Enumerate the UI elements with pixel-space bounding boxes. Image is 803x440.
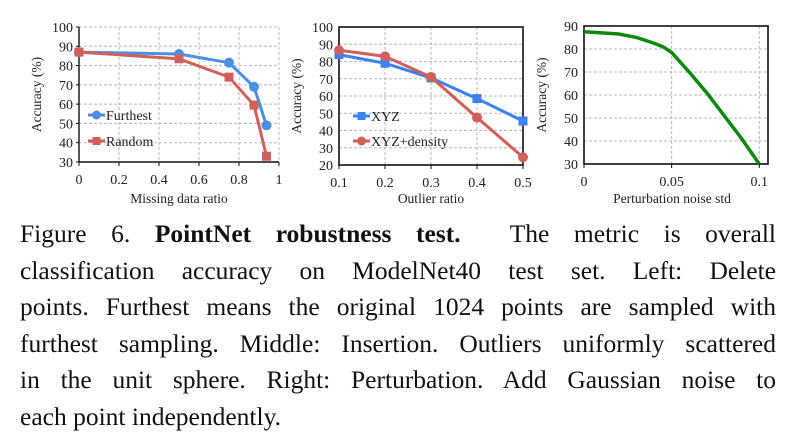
x-tick-label: 0.8 (230, 173, 248, 188)
y-tick-label: 60 (564, 89, 578, 104)
caption-line-4: furthest sampling. Middle: Insertion. Ou… (20, 328, 776, 358)
legend-label: XYZ (371, 110, 400, 125)
y-tick-label: 80 (59, 60, 73, 75)
y-tick-label: 40 (59, 137, 73, 152)
x-axis-label: Outlier ratio (398, 191, 465, 206)
y-tick-label: 40 (564, 135, 578, 150)
data-point (380, 58, 390, 68)
y-tick-label: 50 (59, 117, 73, 132)
data-point (74, 47, 84, 57)
y-tick-label: 90 (564, 20, 578, 35)
data-point (518, 152, 528, 163)
caption-line-3: points. Furthest means the original 1024… (20, 292, 776, 321)
data-point (174, 54, 184, 64)
data-point (472, 112, 482, 123)
x-tick-label: 0.2 (110, 173, 128, 188)
y-axis-label: Accuracy (%) (289, 58, 304, 133)
y-tick-label: 80 (564, 43, 578, 58)
chart-panel-3: 30 40 50 60 70 80 90 0 0.05 0.1 Perturbation noise… (534, 20, 769, 206)
data-point (426, 72, 436, 83)
x-tick-label: 0.2 (376, 176, 394, 191)
x-tick-label: 0.4 (150, 173, 168, 188)
x-tick-label: 0.5 (514, 176, 532, 191)
figure-label: Figure 6. (20, 219, 131, 248)
y-tick-label: 30 (564, 158, 578, 173)
caption-text-0: The metric is overall (509, 219, 776, 248)
y-tick-label: 70 (59, 79, 73, 94)
x-axis-label: Perturbation noise std (613, 191, 731, 206)
x-tick-label: 0.4 (468, 176, 486, 191)
y-tick-label: 50 (319, 107, 333, 122)
data-point (249, 100, 259, 110)
y-tick-label: 100 (312, 21, 333, 36)
figure-charts: 30 40 50 60 70 80 90 100 0 0.2 0.4 0.6 0.8 1 Missing d… (29, 20, 769, 206)
chart-panel-2: 20 30 40 50 60 70 80 90 100 0.1 0.2 0.3 0.4 0.5 Outlie… (289, 21, 532, 206)
x-tick-label: 0 (76, 173, 83, 188)
series-line-accuracy (583, 30, 761, 165)
legend-label: XYZ+density (371, 135, 448, 150)
data-point (472, 94, 482, 104)
y-tick-label: 30 (319, 142, 333, 157)
y-tick-label: 40 (319, 125, 333, 140)
figure-caption: Figure 6. PointNet robustness test. The … (20, 216, 776, 435)
x-axis-label: Missing data ratio (130, 191, 228, 206)
y-tick-label: 50 (564, 112, 578, 127)
data-point (224, 72, 234, 82)
y-tick-label: 60 (59, 98, 73, 113)
x-tick-label: 0.6 (190, 173, 208, 188)
y-tick-label: 80 (319, 56, 333, 71)
data-point (380, 51, 390, 62)
data-point (334, 45, 344, 56)
y-tick-label: 70 (319, 73, 333, 88)
x-tick-label: 0.1 (330, 176, 348, 191)
chart-panel-1: 30 40 50 60 70 80 90 100 0 0.2 0.4 0.6 0.8 1 Missing d… (29, 21, 283, 206)
data-point (261, 120, 272, 131)
y-tick-label: 30 (59, 156, 73, 171)
x-tick-label: 0.05 (659, 175, 684, 190)
data-point (249, 81, 259, 92)
x-tick-label: 1 (276, 173, 283, 188)
y-tick-label: 90 (59, 40, 73, 55)
caption-line-2: classification accuracy on ModelNet40 te… (20, 255, 776, 285)
caption-line-6: each point independently. (20, 401, 282, 431)
y-tick-label: 90 (319, 38, 333, 53)
y-tick-label: 100 (52, 21, 73, 36)
y-tick-label: 60 (319, 90, 333, 105)
legend-label: Random (106, 135, 154, 150)
x-tick-label: 0 (581, 175, 588, 190)
data-point (262, 151, 271, 161)
y-tick-label: 70 (564, 66, 578, 81)
y-axis-label: Accuracy (%) (29, 57, 44, 132)
data-point (518, 116, 528, 126)
y-axis-label: Accuracy (%) (534, 57, 549, 132)
y-tick-label: 20 (319, 159, 333, 174)
legend-label: Furthest (106, 109, 152, 124)
x-tick-label: 0.1 (750, 175, 768, 190)
figure-title: PointNet robustness test. (154, 219, 461, 248)
data-point (224, 57, 234, 68)
x-tick-label: 0.3 (422, 176, 440, 191)
caption-line-5: in the unit sphere. Right: Perturbation.… (20, 365, 776, 394)
caption-line-1: Figure 6. PointNet robustness test. The … (20, 216, 776, 253)
